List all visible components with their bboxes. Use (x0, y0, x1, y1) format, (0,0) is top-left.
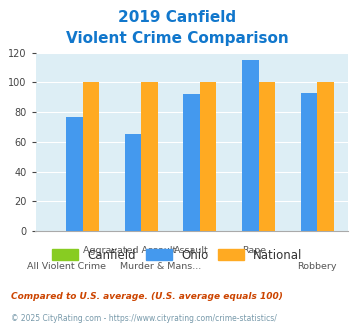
Bar (301, 93, 317, 231)
Text: Assault: Assault (174, 246, 209, 255)
Bar (258, 82, 275, 231)
Text: Rape: Rape (242, 246, 266, 255)
Legend: Canfield, Ohio, National: Canfield, Ohio, National (48, 244, 307, 266)
Bar (83, 82, 99, 231)
Text: 2019 Canfield: 2019 Canfield (119, 10, 236, 25)
Bar (125, 134, 141, 231)
Bar (184, 94, 200, 231)
Text: All Violent Crime: All Violent Crime (27, 262, 106, 271)
Text: Robbery: Robbery (297, 262, 337, 271)
Bar (141, 82, 158, 231)
Text: Murder & Mans...: Murder & Mans... (120, 262, 201, 271)
Text: Compared to U.S. average. (U.S. average equals 100): Compared to U.S. average. (U.S. average … (11, 292, 283, 301)
Bar (242, 60, 258, 231)
Text: Aggravated Assault: Aggravated Assault (83, 246, 176, 255)
Bar (317, 82, 334, 231)
Text: Violent Crime Comparison: Violent Crime Comparison (66, 31, 289, 46)
Text: © 2025 CityRating.com - https://www.cityrating.com/crime-statistics/: © 2025 CityRating.com - https://www.city… (11, 314, 277, 323)
Bar (66, 116, 83, 231)
Bar (200, 82, 216, 231)
